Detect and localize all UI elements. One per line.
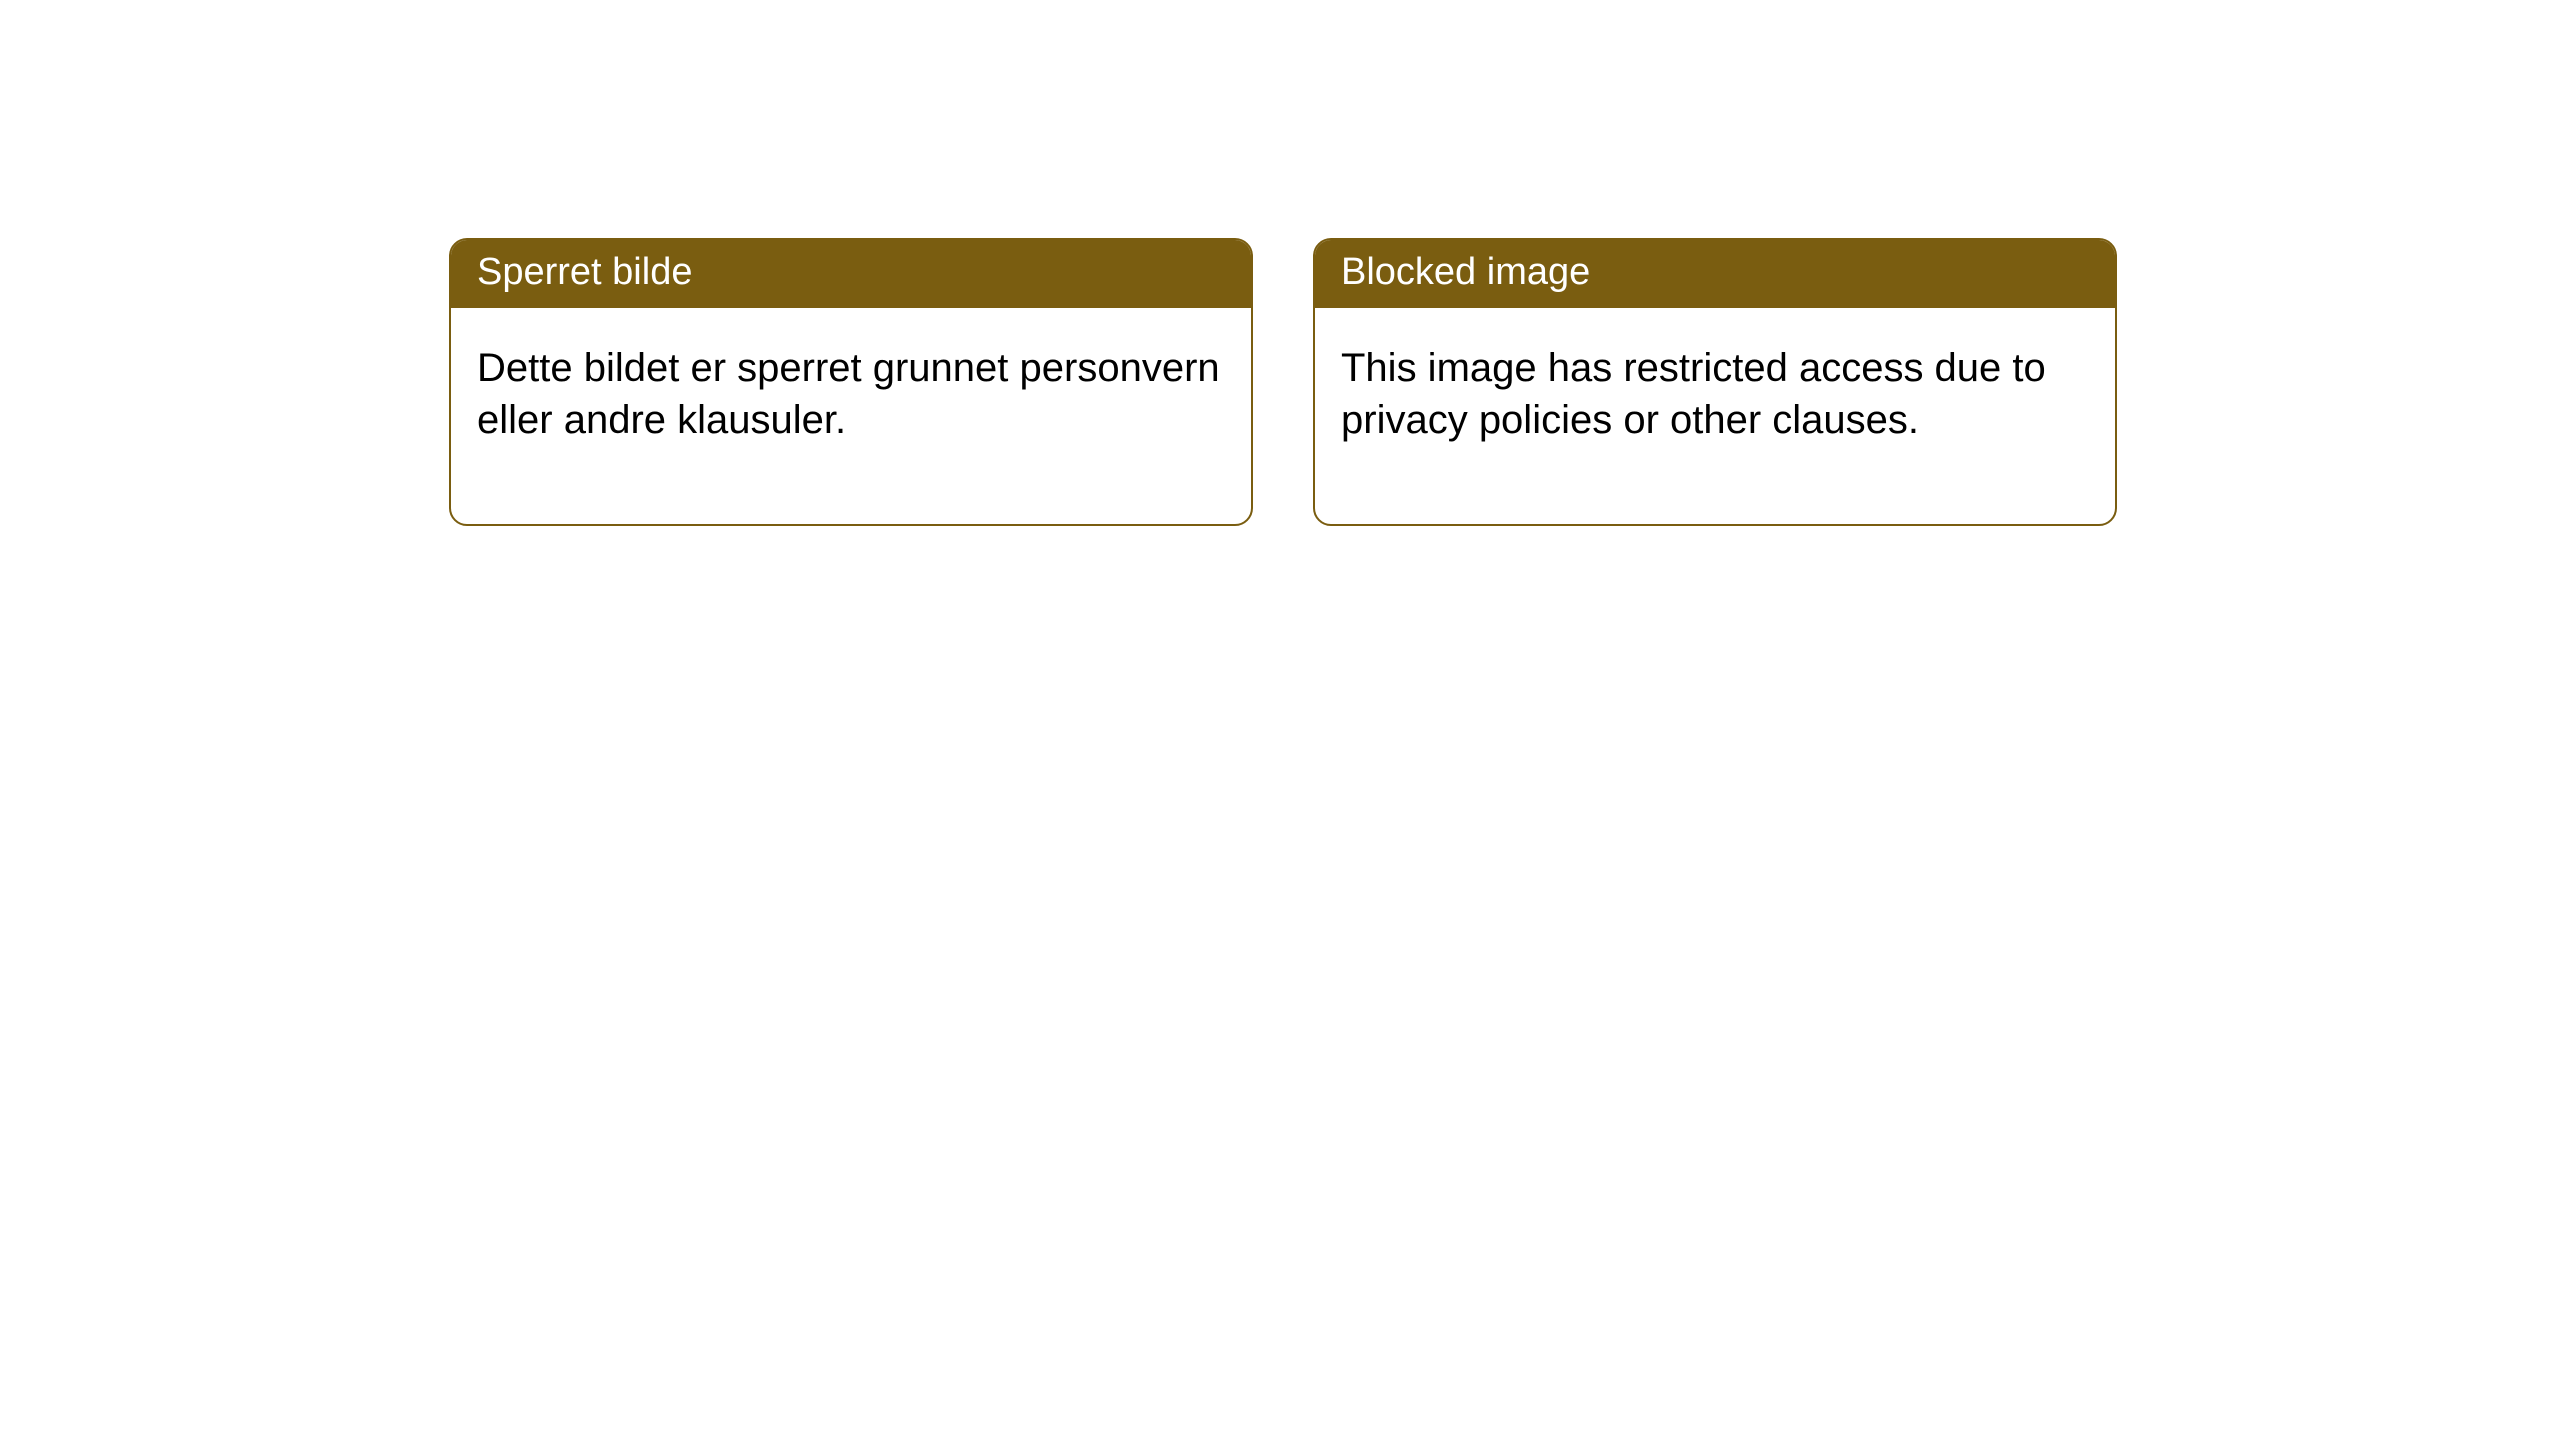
notice-body-english: This image has restricted access due to … <box>1315 308 2115 524</box>
notice-container: Sperret bilde Dette bildet er sperret gr… <box>0 0 2560 526</box>
notice-body-norwegian: Dette bildet er sperret grunnet personve… <box>451 308 1251 524</box>
notice-box-english: Blocked image This image has restricted … <box>1313 238 2117 526</box>
notice-header-norwegian: Sperret bilde <box>451 240 1251 308</box>
notice-box-norwegian: Sperret bilde Dette bildet er sperret gr… <box>449 238 1253 526</box>
notice-header-english: Blocked image <box>1315 240 2115 308</box>
